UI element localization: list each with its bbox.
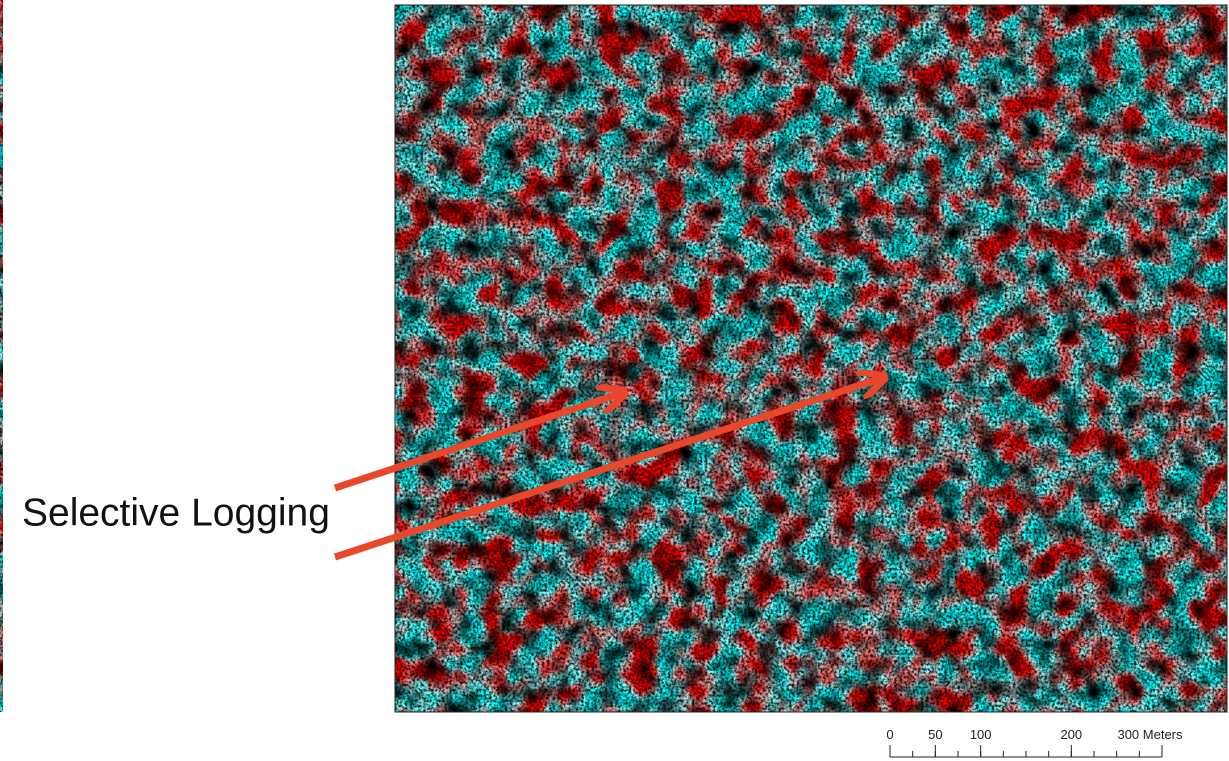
scale-label: 50 (928, 727, 942, 742)
image-frame (394, 4, 1228, 713)
radar-image (395, 5, 1227, 712)
scale-label: 100 (970, 727, 992, 742)
scale-bar: 0 50 100 200 300 Meters (886, 727, 1183, 758)
annotation-label: Selective Logging (22, 491, 330, 534)
scale-label: 200 (1060, 727, 1082, 742)
arrow (333, 393, 622, 492)
cropped-image-edge (0, 0, 3, 712)
scale-label: 0 (886, 727, 893, 742)
scale-label: 300 Meters (1117, 727, 1183, 742)
arrow (333, 378, 882, 561)
